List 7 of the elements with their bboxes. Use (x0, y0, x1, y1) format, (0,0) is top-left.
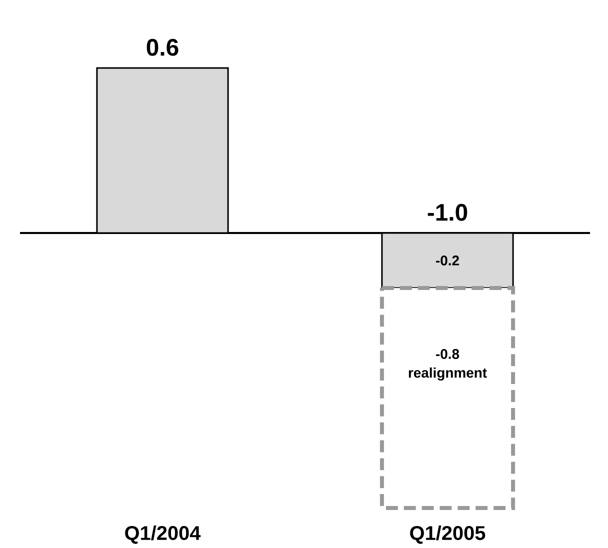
x-tick-label: Q1/2005 (410, 525, 486, 544)
total-label: -1.0 (428, 204, 468, 221)
annotation: realignment (408, 367, 487, 381)
total-label: 0.6 (146, 38, 178, 56)
data-label: -0.2 (436, 256, 459, 266)
x-tick-label: Q1/2004 (125, 525, 201, 544)
data-label: -0.8 (436, 349, 460, 359)
